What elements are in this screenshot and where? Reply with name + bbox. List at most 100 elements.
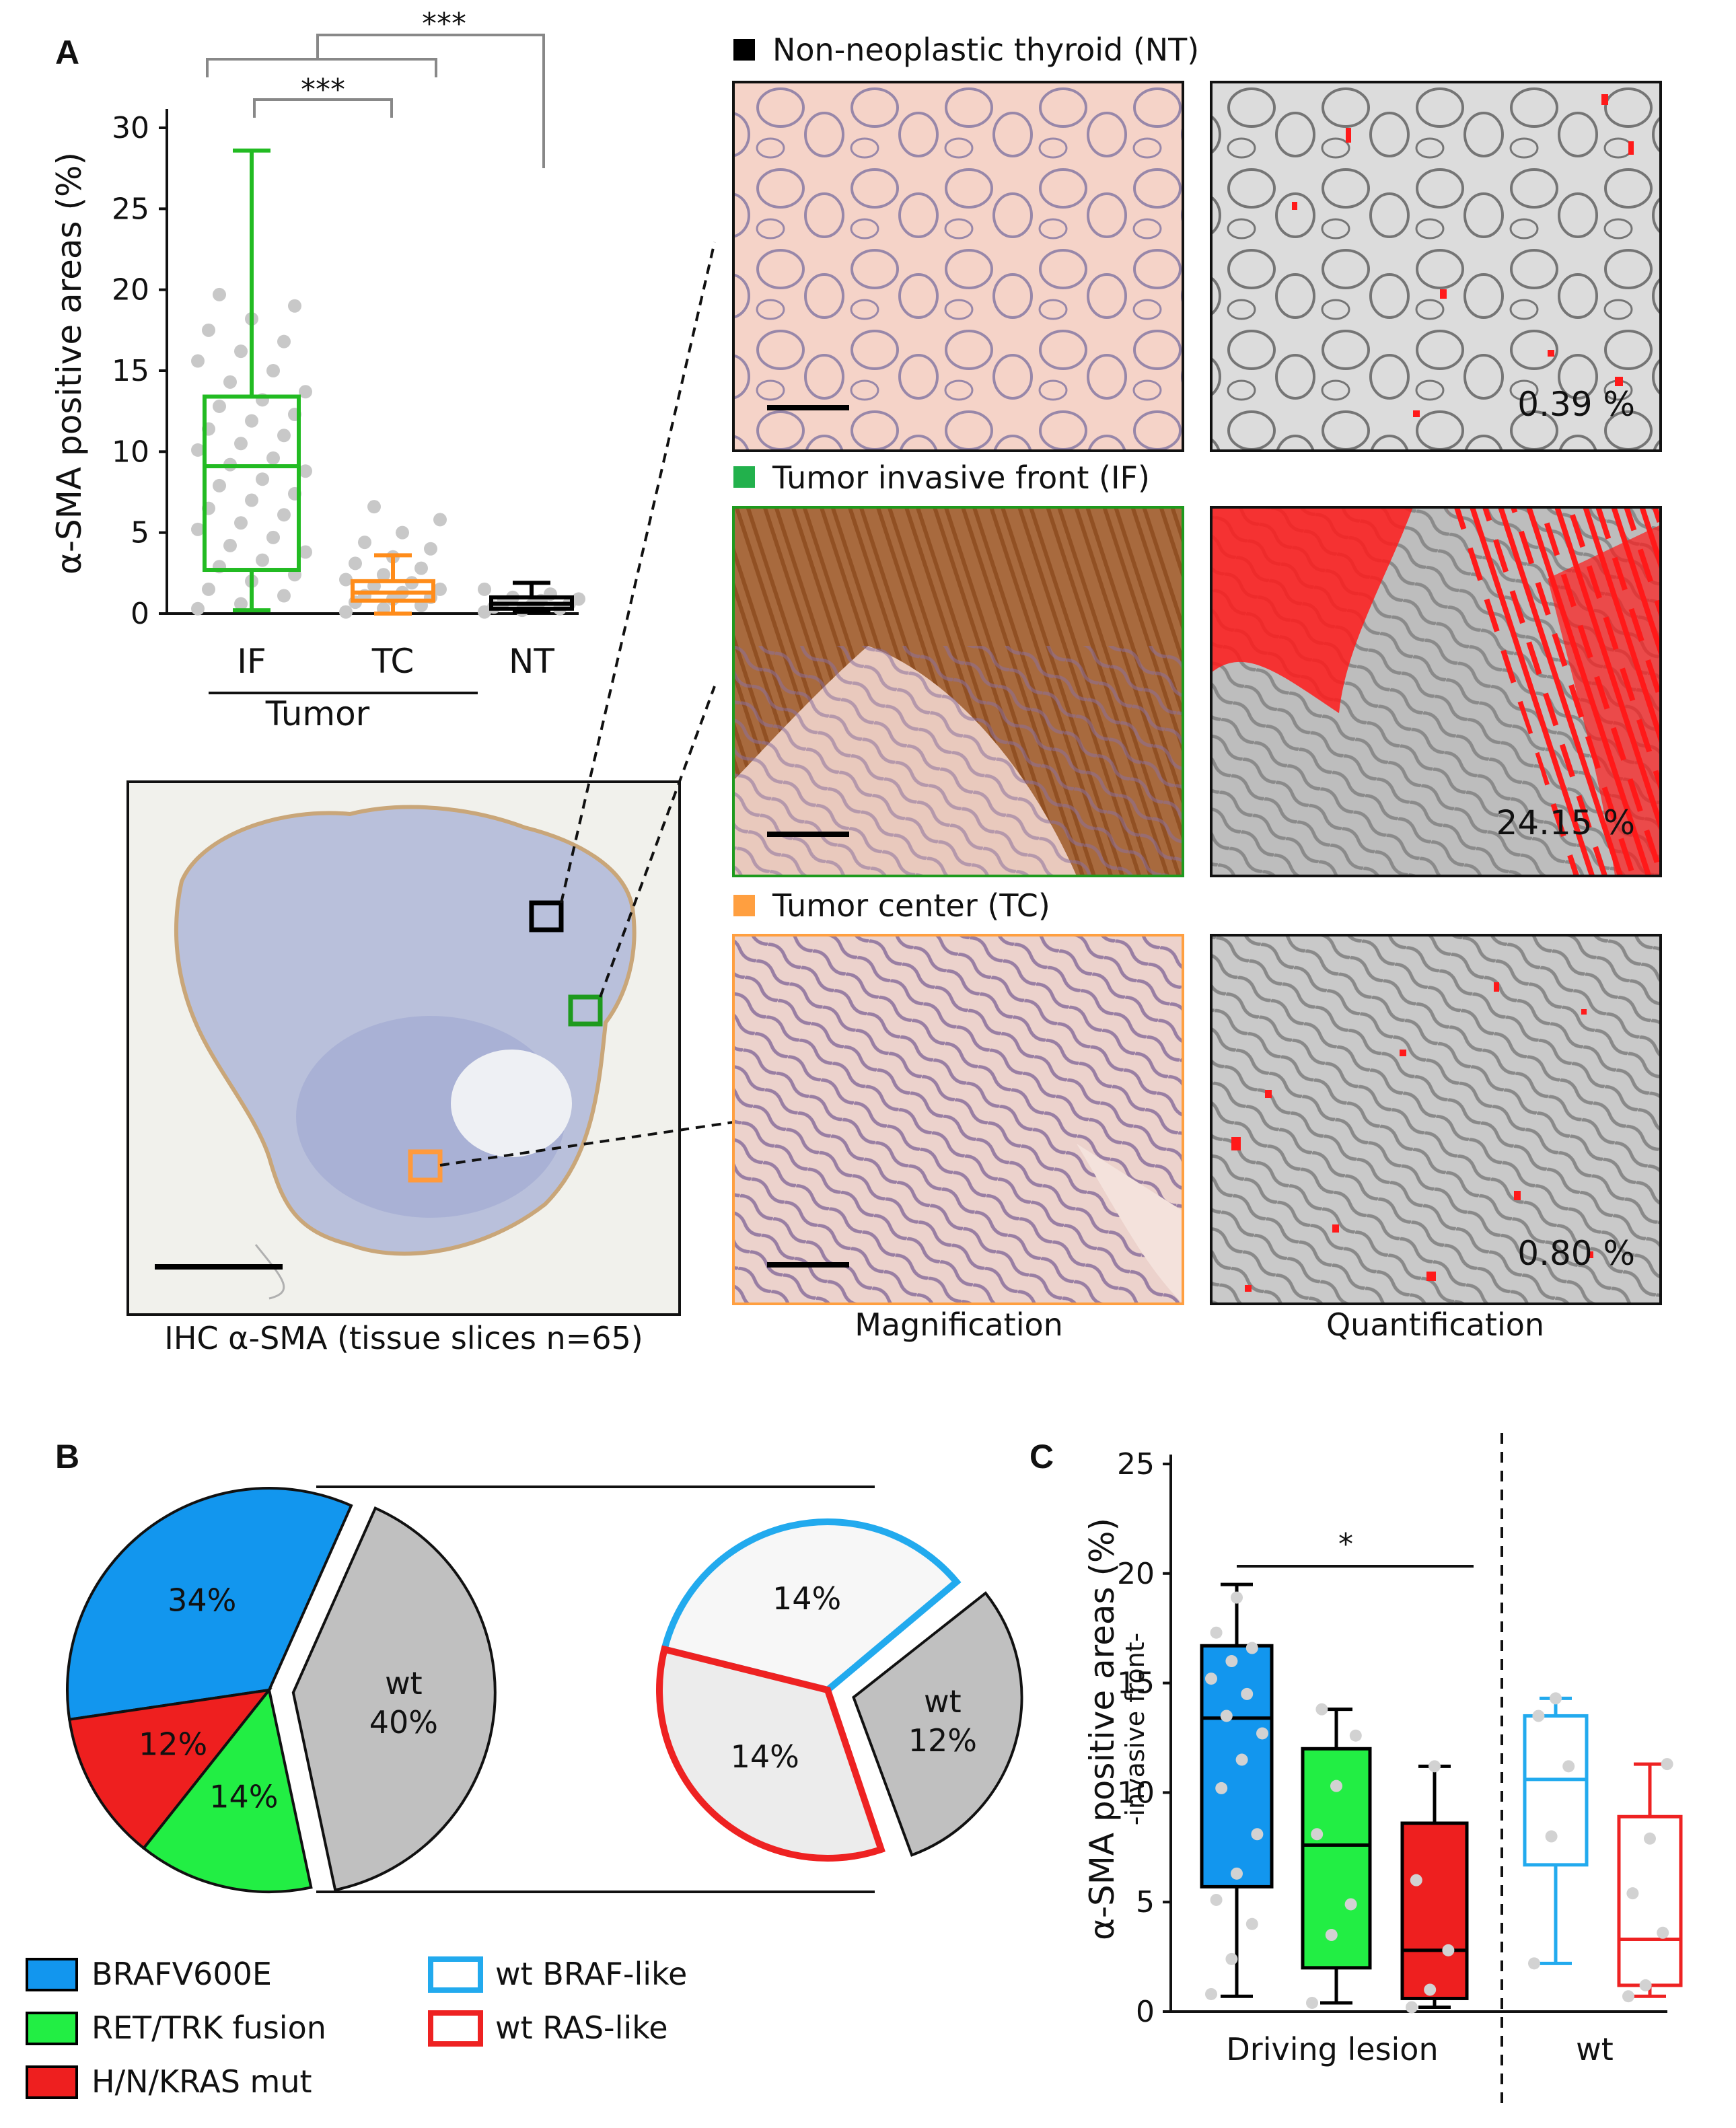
data-point bbox=[424, 542, 437, 556]
data-point bbox=[245, 493, 258, 507]
pie-slice-wt-ras-like bbox=[656, 1645, 885, 1862]
data-point bbox=[1330, 1780, 1342, 1792]
data-point bbox=[1215, 1782, 1228, 1794]
pie-slice-brafv600e bbox=[66, 1487, 353, 1722]
panel-a-letter: A bbox=[55, 34, 79, 71]
y-tick-label: 25 bbox=[112, 192, 149, 226]
overview-caption: IHC α-SMA (tissue slices n=65) bbox=[164, 1320, 643, 1356]
pie-slice-label: wt bbox=[385, 1665, 423, 1701]
data-point bbox=[191, 601, 205, 616]
row-header-tc: Tumor center (TC) bbox=[733, 887, 1050, 924]
data-point bbox=[256, 472, 269, 486]
data-point bbox=[1220, 1710, 1233, 1722]
group-label-wt: wt bbox=[1576, 2031, 1614, 2067]
box-brafv600e bbox=[1200, 1644, 1274, 1888]
box-wt-braf-like bbox=[1523, 1714, 1589, 1867]
data-point bbox=[213, 287, 226, 301]
pie-slice-wt-braf-like bbox=[660, 1518, 962, 1694]
data-point bbox=[256, 553, 269, 567]
data-point bbox=[234, 437, 248, 451]
data-point bbox=[414, 561, 428, 575]
legend-swatch bbox=[428, 1956, 483, 1993]
tc-color-swatch bbox=[733, 895, 755, 916]
magnification-caption: Magnification bbox=[855, 1307, 1063, 1343]
data-point bbox=[1424, 1983, 1437, 1996]
data-point bbox=[1344, 1898, 1357, 1911]
boxplot-a-ylabel: α-SMA positive areas (%) bbox=[50, 152, 89, 575]
data-point bbox=[1241, 1687, 1254, 1700]
data-point bbox=[1245, 1642, 1258, 1654]
data-point bbox=[1311, 1828, 1324, 1841]
data-point bbox=[1325, 1929, 1338, 1942]
pie-slice-label: 34% bbox=[168, 1582, 236, 1619]
if-percent: 24.15 % bbox=[1496, 803, 1635, 842]
overview-slide bbox=[126, 780, 681, 1316]
tumor-group-label: Tumor bbox=[265, 694, 370, 733]
data-point bbox=[358, 536, 371, 550]
tc-region-marker bbox=[408, 1149, 443, 1183]
legend-b: BRAFV600E wt BRAF-like RET/TRK fusion wt RA… bbox=[26, 1956, 687, 2100]
data-point bbox=[234, 344, 248, 359]
data-point bbox=[1205, 1987, 1217, 2000]
legend-label: BRAFV600E bbox=[92, 1956, 272, 1992]
data-point bbox=[433, 582, 447, 596]
significance-stars-inner: *** bbox=[301, 73, 345, 107]
legend-swatch bbox=[26, 1958, 78, 1991]
data-point bbox=[1256, 1727, 1268, 1740]
data-point bbox=[277, 589, 291, 603]
x-tick-label: IF bbox=[237, 642, 266, 681]
legend-label: H/N/KRAS mut bbox=[92, 2063, 312, 2100]
pie-slice-label: 40% bbox=[369, 1704, 438, 1740]
data-point bbox=[478, 582, 491, 596]
legend-swatch bbox=[428, 2010, 483, 2047]
data-point bbox=[1306, 1996, 1318, 2009]
data-point bbox=[299, 464, 312, 478]
data-point bbox=[339, 605, 353, 619]
row-label-nt: Non-neoplastic thyroid (NT) bbox=[772, 32, 1199, 68]
y-tick-label: 10 bbox=[1117, 1775, 1155, 1810]
data-point bbox=[191, 443, 205, 457]
data-point bbox=[1210, 1893, 1223, 1906]
if-region-marker bbox=[568, 994, 603, 1027]
data-point bbox=[377, 568, 390, 582]
nt-color-swatch bbox=[733, 39, 755, 61]
boxplot-c-ylabel-sub: -invasive front- bbox=[1120, 1633, 1150, 1826]
y-tick-label: 30 bbox=[112, 111, 149, 145]
y-tick-label: 10 bbox=[112, 435, 149, 469]
data-point bbox=[1410, 1874, 1422, 1886]
data-point bbox=[1562, 1760, 1575, 1773]
y-tick-label: 15 bbox=[1117, 1666, 1155, 1701]
x-tick-label: NT bbox=[509, 642, 554, 681]
data-point bbox=[223, 375, 237, 389]
row-header-nt: Non-neoplastic thyroid (NT) bbox=[733, 32, 1199, 68]
data-point bbox=[213, 478, 226, 492]
data-point bbox=[1406, 2001, 1418, 2014]
data-point bbox=[234, 597, 248, 611]
pie-slice-wt-remaining bbox=[852, 1591, 1023, 1857]
legend-swatch bbox=[26, 2065, 78, 2099]
data-point bbox=[1657, 1926, 1669, 1939]
data-point bbox=[299, 385, 312, 399]
pie-slice-label: 12% bbox=[908, 1722, 977, 1759]
boxplot-a: 0 5 10 15 20 25 30 IF TC NT bbox=[112, 109, 585, 681]
nt-region-marker bbox=[529, 900, 564, 932]
significance-star-c: * bbox=[1338, 1527, 1353, 1562]
if-quantification-image: 24.15 % bbox=[1210, 506, 1662, 877]
tc-quantification-image: 0.80 % bbox=[1210, 934, 1662, 1305]
data-point bbox=[1550, 1692, 1562, 1705]
boxplot-c: 0 5 10 15 20 25 bbox=[1117, 1433, 1683, 2106]
row-label-if: Tumor invasive front (IF) bbox=[772, 460, 1150, 496]
data-point bbox=[202, 323, 215, 337]
data-point bbox=[245, 414, 258, 428]
data-point bbox=[1231, 1591, 1243, 1604]
pie-slice-label: wt bbox=[924, 1683, 962, 1720]
pie-slice-label: 14% bbox=[209, 1779, 278, 1815]
legend-label: wt RAS-like bbox=[495, 2010, 668, 2046]
data-point bbox=[1315, 1703, 1328, 1716]
legend-swatch bbox=[26, 2012, 78, 2045]
y-tick-label: 15 bbox=[112, 354, 149, 388]
x-tick-label: TC bbox=[371, 642, 414, 681]
significance-brackets-a: *** *** bbox=[206, 7, 545, 168]
if-color-swatch bbox=[733, 466, 755, 488]
